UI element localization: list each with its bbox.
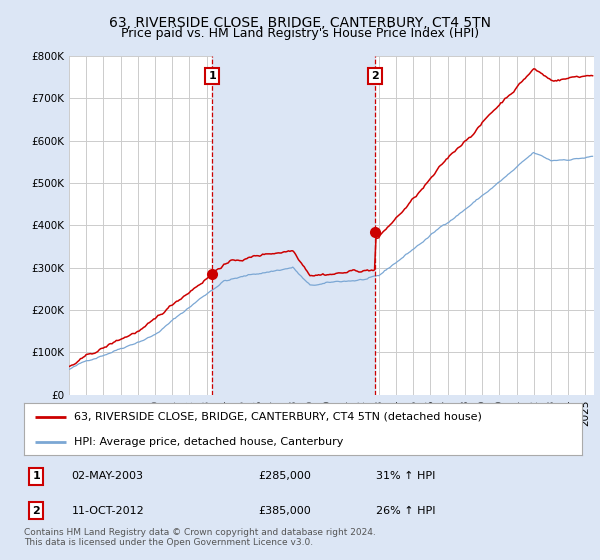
- Text: Contains HM Land Registry data © Crown copyright and database right 2024.
This d: Contains HM Land Registry data © Crown c…: [24, 528, 376, 547]
- Text: 26% ↑ HPI: 26% ↑ HPI: [376, 506, 435, 516]
- Text: 1: 1: [209, 71, 216, 81]
- Text: 63, RIVERSIDE CLOSE, BRIDGE, CANTERBURY, CT4 5TN (detached house): 63, RIVERSIDE CLOSE, BRIDGE, CANTERBURY,…: [74, 412, 482, 422]
- Text: 2: 2: [32, 506, 40, 516]
- Text: Price paid vs. HM Land Registry's House Price Index (HPI): Price paid vs. HM Land Registry's House …: [121, 27, 479, 40]
- Text: HPI: Average price, detached house, Canterbury: HPI: Average price, detached house, Cant…: [74, 437, 344, 447]
- Text: 02-MAY-2003: 02-MAY-2003: [71, 472, 143, 482]
- Text: 1: 1: [32, 472, 40, 482]
- Text: £385,000: £385,000: [259, 506, 311, 516]
- Text: 63, RIVERSIDE CLOSE, BRIDGE, CANTERBURY, CT4 5TN: 63, RIVERSIDE CLOSE, BRIDGE, CANTERBURY,…: [109, 16, 491, 30]
- Text: £285,000: £285,000: [259, 472, 311, 482]
- Text: 2: 2: [371, 71, 379, 81]
- Text: 31% ↑ HPI: 31% ↑ HPI: [376, 472, 435, 482]
- Bar: [212, 56, 375, 395]
- Text: 11-OCT-2012: 11-OCT-2012: [71, 506, 144, 516]
